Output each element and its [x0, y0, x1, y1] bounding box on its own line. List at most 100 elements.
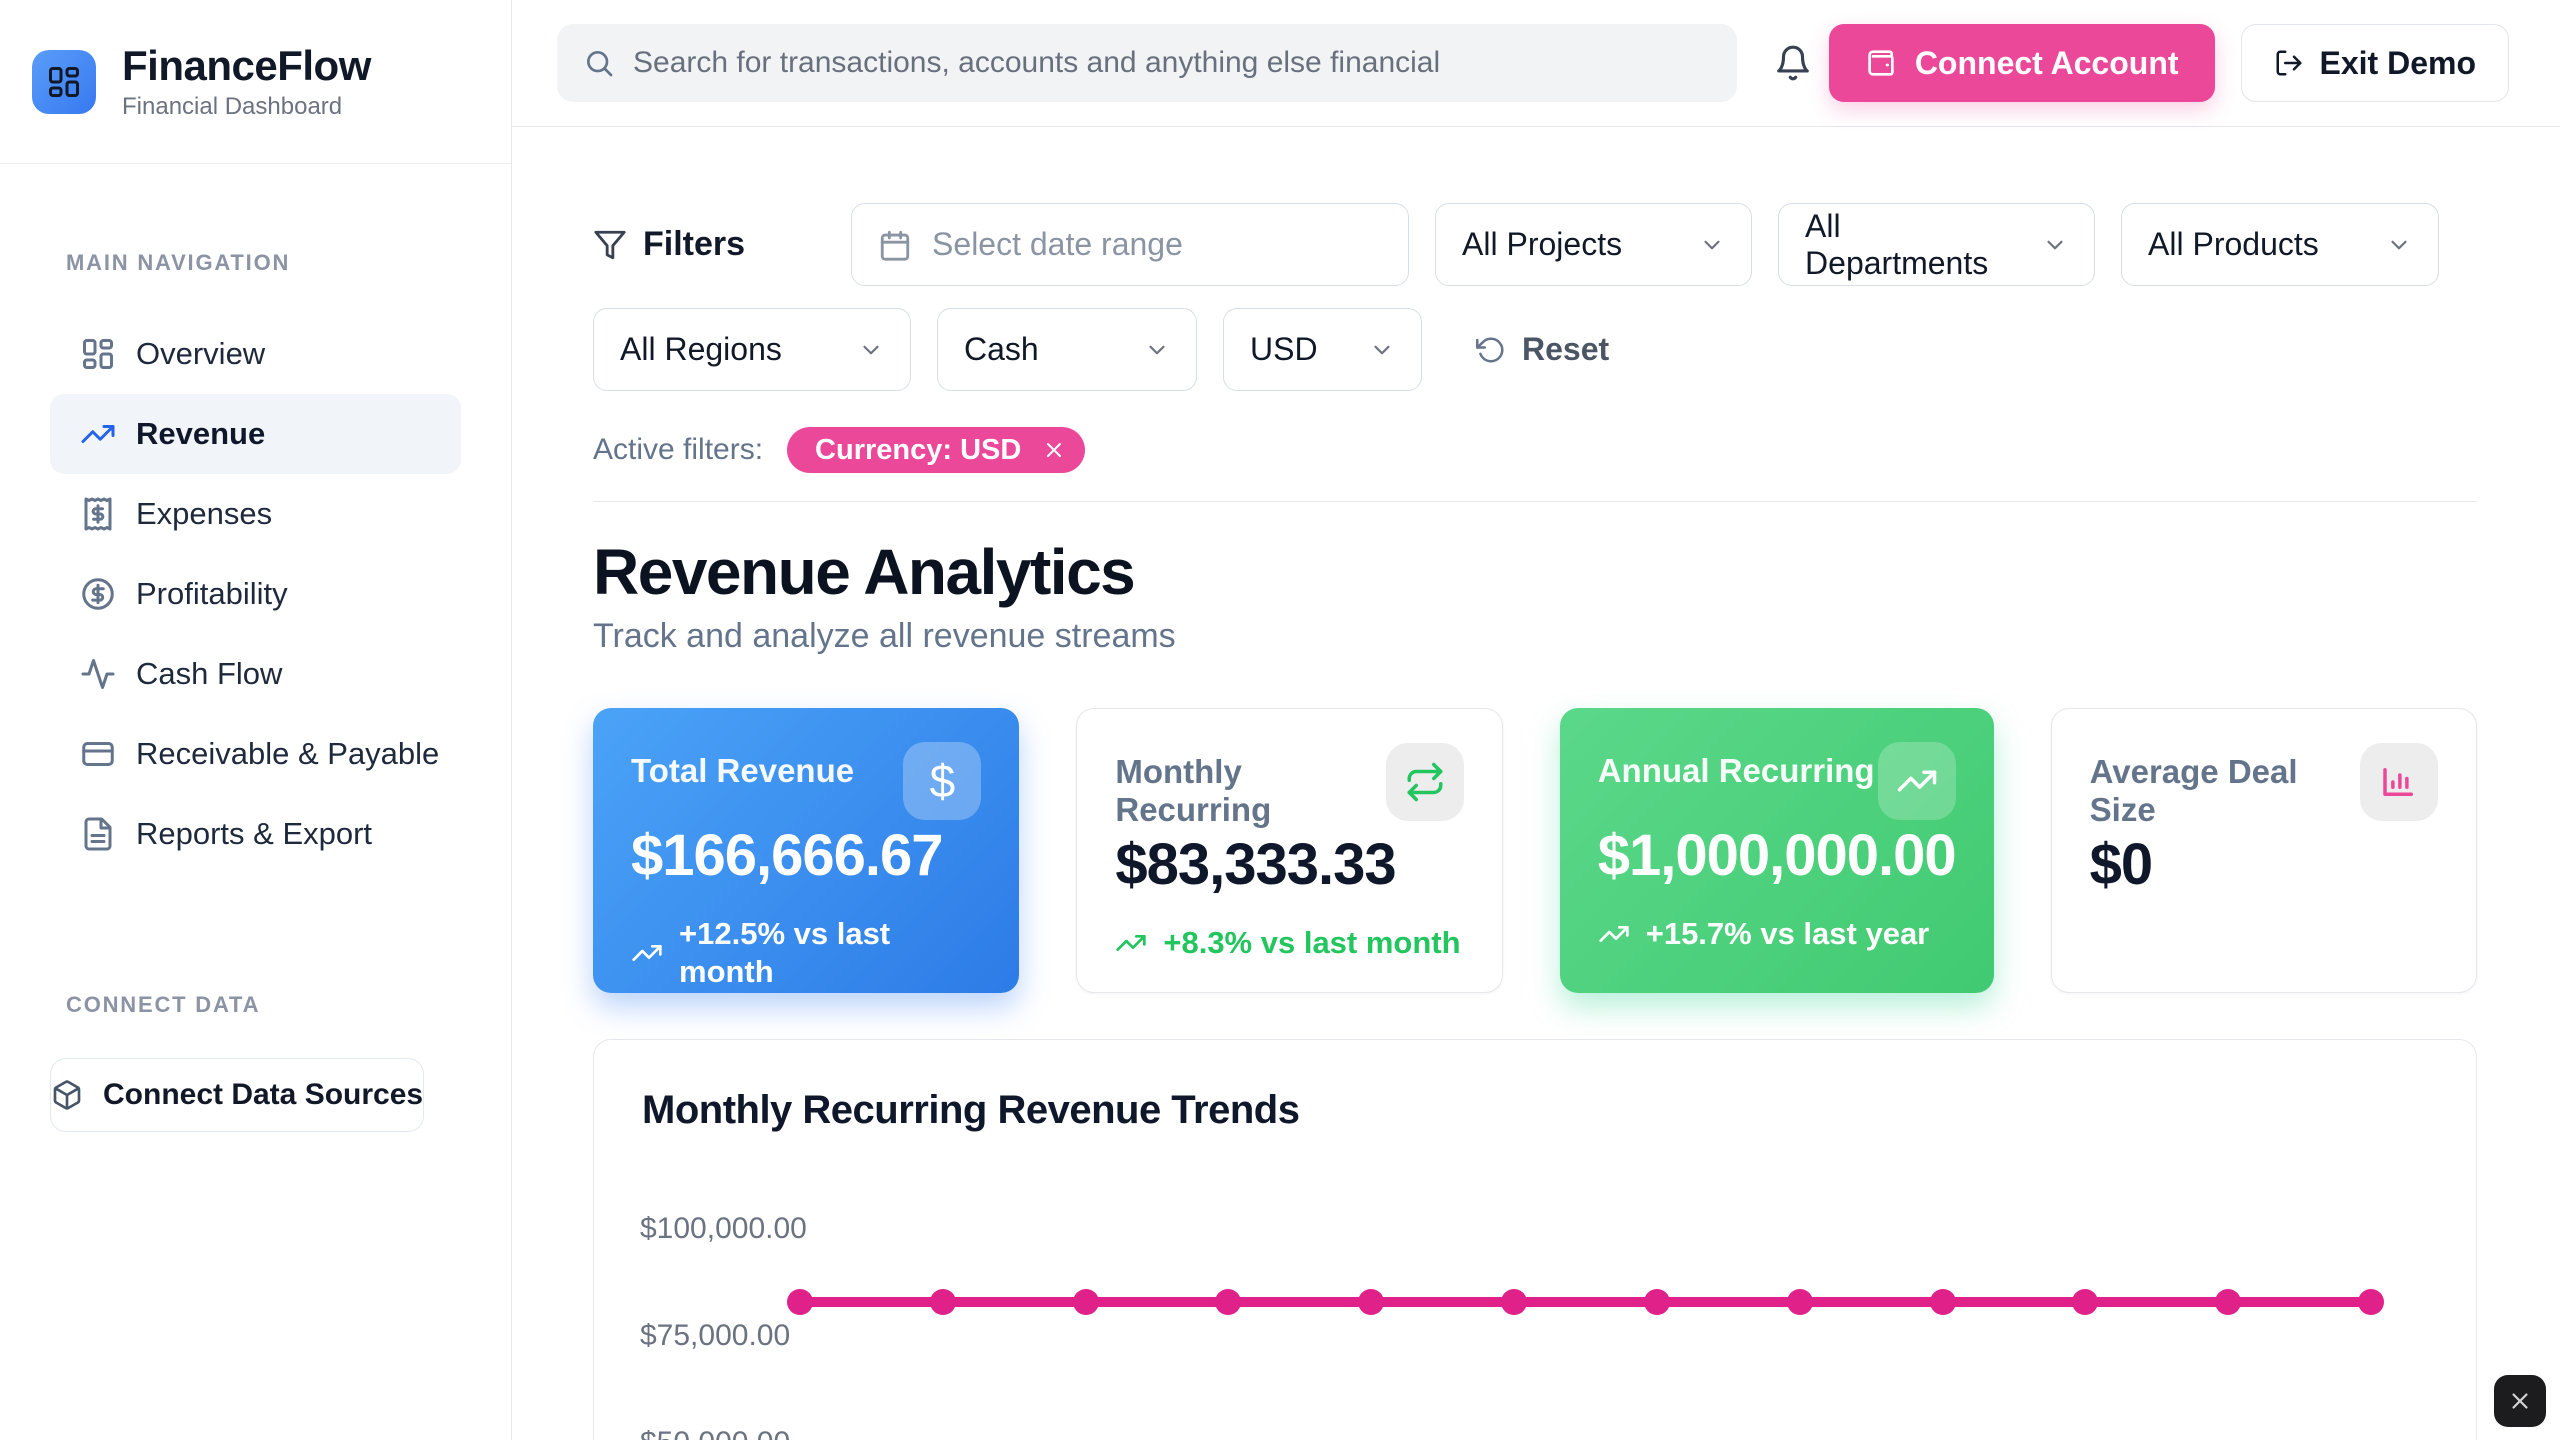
kpi-card-total-revenue: Total Revenue $ $166,666.67 +12.5% vs la… — [593, 708, 1020, 993]
currency-select[interactable]: USD — [1223, 308, 1422, 391]
kpi-value: $1,000,000.00 — [1597, 823, 1957, 888]
y-axis-tick: $50,000.00 — [640, 1424, 790, 1440]
bell-icon — [1777, 45, 1809, 81]
reset-label: Reset — [1522, 331, 1610, 367]
sidebar: FinanceFlow Financial Dashboard MAIN NAV… — [0, 0, 512, 1440]
app-subtitle: Financial Dashboard — [122, 92, 343, 120]
active-filters-label: Active filters: — [593, 433, 764, 466]
calendar-icon — [880, 230, 910, 261]
currency-chip-label: Currency: USD — [815, 433, 1022, 466]
chart-data-point — [1215, 1289, 1242, 1315]
chart-data-point — [2358, 1289, 2384, 1315]
filters-row-1: Filters All Projects All Departments All… — [593, 203, 2477, 286]
chevron-down-icon — [863, 345, 879, 354]
kpi-label: Monthly Recurring — [1115, 753, 1272, 828]
kpi-card-monthly-recurring: Monthly Recurring $83,333.33 +8.3% vs la… — [1076, 708, 1503, 993]
chevron-down-icon — [2047, 240, 2063, 249]
chevron-down-icon — [2391, 240, 2407, 249]
kpi-value: $83,333.33 — [1115, 832, 1396, 897]
accounting-basis-value: Cash — [964, 331, 1039, 367]
sidebar-item-receivable-payable[interactable]: Receivable & Payable — [50, 714, 461, 794]
exit-demo-button[interactable]: Exit Demo — [2240, 24, 2509, 102]
page-subtitle: Track and analyze all revenue streams — [593, 617, 1176, 655]
chart-data-point — [2072, 1289, 2099, 1315]
chart-data-point — [929, 1289, 956, 1315]
section-divider — [593, 501, 2477, 502]
activity-icon — [80, 656, 116, 692]
sidebar-item-overview[interactable]: Overview — [50, 314, 461, 394]
close-icon — [1047, 443, 1062, 457]
receipt-icon — [80, 496, 116, 532]
filters-label: Filters — [643, 225, 746, 263]
departments-filter-select[interactable]: All Departments — [1778, 203, 2096, 286]
trending-up-icon — [1599, 926, 1629, 942]
sidebar-item-cash-flow[interactable]: Cash Flow — [50, 634, 461, 714]
rotate-ccw-icon — [1476, 337, 1504, 363]
search-input[interactable] — [633, 46, 1711, 80]
connect-data-sources-button[interactable]: Connect Data Sources — [50, 1058, 425, 1132]
app-title: FinanceFlow — [122, 41, 371, 89]
chart-data-point — [1643, 1289, 1670, 1315]
close-overlay-button[interactable] — [2494, 1375, 2546, 1427]
sidebar-item-expenses[interactable]: Expenses — [50, 474, 461, 554]
connect-data-heading: CONNECT DATA — [66, 992, 261, 1017]
products-filter-select[interactable]: All Products — [2121, 203, 2440, 286]
filters-row-2: All Regions Cash USD Reset — [593, 308, 2477, 391]
sidebar-item-label: Cash Flow — [136, 656, 283, 691]
wallet-icon — [1868, 50, 1894, 76]
date-range-picker[interactable] — [851, 203, 1410, 286]
regions-filter-select[interactable]: All Regions — [593, 308, 911, 391]
departments-filter-value: All Departments — [1805, 207, 1989, 281]
regions-filter-value: All Regions — [620, 331, 782, 367]
main-area: Connect Account Exit Demo Filters All — [512, 0, 2560, 1440]
accounting-basis-select[interactable]: Cash — [937, 308, 1197, 391]
page-content: Filters All Projects All Departments All… — [512, 127, 2560, 1440]
connect-account-button[interactable]: Connect Account — [1828, 24, 2215, 102]
close-icon — [2512, 1393, 2528, 1409]
kpi-trend: +12.5% vs last month — [631, 915, 981, 991]
sidebar-item-label: Overview — [136, 336, 266, 371]
chart-data-point — [1501, 1289, 1528, 1315]
repeat-icon — [1385, 743, 1464, 821]
logo-block: FinanceFlow Financial Dashboard — [0, 0, 511, 164]
logo-text: FinanceFlow Financial Dashboard — [122, 41, 371, 121]
dollar-icon: $ — [903, 742, 982, 820]
kpi-value: $166,666.67 — [631, 823, 944, 888]
products-filter-value: All Products — [2148, 226, 2319, 262]
kpi-trend: +8.3% vs last month — [1115, 924, 1463, 962]
sidebar-item-label: Expenses — [136, 496, 273, 531]
mrr-trends-chart-card: Monthly Recurring Revenue Trends $100,00… — [593, 1039, 2477, 1440]
trending-up-icon — [80, 416, 116, 452]
file-text-icon — [80, 816, 116, 852]
trending-up-icon — [1116, 935, 1147, 951]
topbar: Connect Account Exit Demo — [512, 0, 2560, 127]
date-range-input[interactable] — [932, 226, 1383, 263]
currency-filter-chip[interactable]: Currency: USD — [787, 427, 1086, 473]
sidebar-item-reports-export[interactable]: Reports & Export — [50, 794, 461, 874]
cube-icon — [53, 1080, 81, 1110]
sidebar-item-revenue[interactable]: Revenue — [50, 394, 461, 474]
chart-data-point — [1072, 1289, 1099, 1315]
app-logo-icon — [32, 49, 96, 114]
connect-data-sources-label: Connect Data Sources — [103, 1078, 424, 1111]
logout-icon — [2276, 50, 2302, 76]
kpi-trend: +15.7% vs last year — [1598, 915, 1956, 953]
projects-filter-select[interactable]: All Projects — [1435, 203, 1753, 286]
chevron-down-icon — [1374, 345, 1390, 354]
chart-title: Monthly Recurring Revenue Trends — [642, 1088, 1300, 1132]
credit-card-icon — [80, 736, 116, 772]
currency-value: USD — [1250, 331, 1318, 367]
reset-filters-button[interactable]: Reset — [1476, 331, 1609, 368]
global-search[interactable] — [557, 24, 1737, 102]
sidebar-item-label: Profitability — [136, 576, 288, 611]
chart-data-point — [1929, 1289, 1956, 1315]
chevron-down-icon — [1704, 240, 1720, 249]
nav-section-heading: MAIN NAVIGATION — [66, 250, 291, 275]
chevron-down-icon — [1149, 345, 1165, 354]
funnel-icon — [594, 230, 626, 259]
notifications-button[interactable] — [1771, 41, 1815, 85]
sidebar-item-profitability[interactable]: Profitability — [50, 554, 461, 634]
chart-line-plot — [787, 1040, 2384, 1440]
remove-filter-button[interactable] — [1039, 435, 1069, 465]
